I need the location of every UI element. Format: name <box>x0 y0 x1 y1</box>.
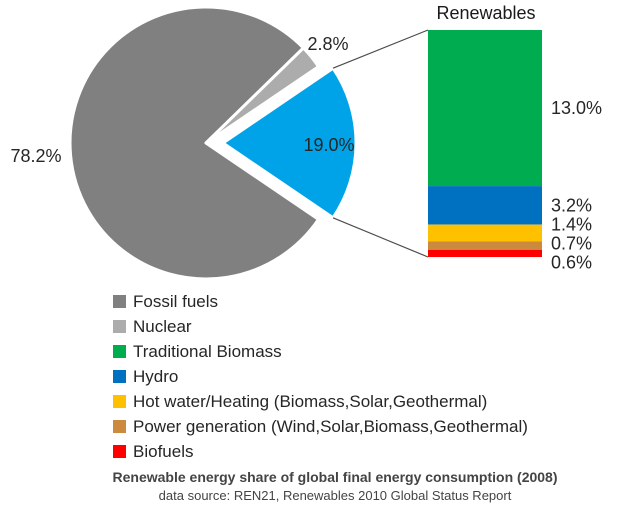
legend-label: Fossil fuels <box>133 291 219 311</box>
legend-item: Fossil fuels <box>113 289 528 314</box>
legend-label: Biofuels <box>133 441 194 461</box>
connector-line-top <box>332 29 429 69</box>
pie-slice-renewables <box>221 66 358 220</box>
caption-title: Renewable energy share of global final e… <box>112 469 558 485</box>
legend-swatch <box>113 445 126 458</box>
legend-item: Hot water/Heating (Biomass,Solar,Geother… <box>113 389 528 414</box>
legend-swatch <box>113 395 126 408</box>
legend-label: Traditional Biomass <box>133 341 282 361</box>
bar-segment-label: 13.0% <box>551 98 602 118</box>
legend-swatch <box>113 320 126 333</box>
legend-item: Nuclear <box>113 314 528 339</box>
pie-slice-fossil-fuels <box>68 5 320 281</box>
legend-label: Hot water/Heating (Biomass,Solar,Geother… <box>133 391 488 411</box>
bar-segment-biofuels <box>428 249 542 257</box>
legend-item: Power generation (Wind,Solar,Biomass,Geo… <box>113 414 528 439</box>
bar-segment-label: 0.6% <box>551 252 592 272</box>
bar-segment-hot-water-heating <box>428 224 542 242</box>
bar-segment-traditional-biomass <box>428 30 542 187</box>
bar-segment-hydro <box>428 186 542 225</box>
pie-label-nuclear: 2.8% <box>307 34 348 54</box>
bar-segment-label: 1.4% <box>551 214 592 234</box>
pie-label-renewables: 19.0% <box>303 135 354 155</box>
pie-label-fossil-fuels: 78.2% <box>10 146 61 166</box>
bar-title: Renewables <box>436 3 536 23</box>
pie-slice-nuclear <box>204 46 320 145</box>
legend-swatch <box>113 295 126 308</box>
legend: Fossil fuels Nuclear Traditional Biomass Hy… <box>113 289 528 464</box>
legend-item: Traditional Biomass <box>113 339 528 364</box>
legend-swatch <box>113 420 126 433</box>
bar-segment-label: 0.7% <box>551 233 592 253</box>
connector-line-bottom <box>332 217 429 258</box>
caption-source: data source: REN21, Renewables 2010 Glob… <box>158 488 512 503</box>
bar-segment-power-generation <box>428 241 542 250</box>
legend-label: Power generation (Wind,Solar,Biomass,Geo… <box>133 416 528 436</box>
legend-item: Hydro <box>113 364 528 389</box>
legend-item: Biofuels <box>113 439 528 464</box>
legend-label: Nuclear <box>133 316 192 336</box>
legend-swatch <box>113 370 126 383</box>
bar-segment-label: 3.2% <box>551 195 592 215</box>
legend-label: Hydro <box>133 366 179 386</box>
legend-swatch <box>113 345 126 358</box>
